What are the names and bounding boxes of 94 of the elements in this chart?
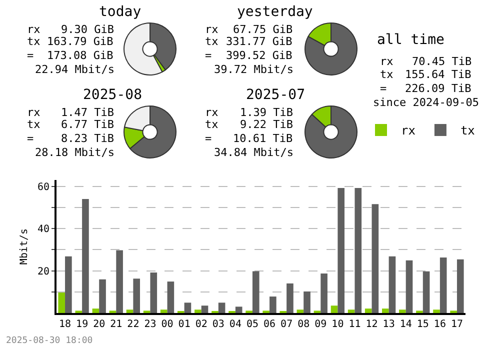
bar xyxy=(194,310,202,313)
text: tx 163.79 GiB xyxy=(27,35,114,48)
bar xyxy=(364,308,372,313)
text: 39.72 Mbit/s xyxy=(214,63,294,76)
text: 22.94 Mbit/s xyxy=(35,63,114,76)
text: rx 1.39 TiB xyxy=(205,106,293,119)
legend-label: rx xyxy=(401,124,416,138)
bar xyxy=(433,310,440,313)
bar xyxy=(440,257,447,313)
text: = 8.23 TiB xyxy=(27,132,114,145)
text: rx 1.47 TiB xyxy=(27,106,114,119)
x-tick-label: 07 xyxy=(280,319,293,330)
x-tick-label: 02 xyxy=(195,319,208,330)
bar xyxy=(406,260,413,313)
donut-slice xyxy=(304,22,358,76)
x-tick-label: 00 xyxy=(161,319,174,330)
text: tx 6.77 TiB xyxy=(27,118,114,131)
bar xyxy=(160,310,168,313)
text: = 399.52 GiB xyxy=(205,49,292,62)
bar xyxy=(422,271,430,313)
bar xyxy=(338,188,344,313)
x-tick-label: 10 xyxy=(332,319,344,330)
bar xyxy=(354,188,362,313)
text: rx 70.45 TiB xyxy=(380,55,472,68)
x-tick-label: 03 xyxy=(212,319,224,330)
x-tick-label: 08 xyxy=(298,319,310,330)
x-tick-label: 04 xyxy=(229,319,242,330)
x-tick-label: 17 xyxy=(450,319,464,330)
bar xyxy=(382,308,389,313)
bar xyxy=(286,283,294,313)
bar xyxy=(92,308,100,313)
bar xyxy=(320,274,328,313)
text: tx 331.77 GiB xyxy=(205,35,293,48)
bar xyxy=(330,306,338,313)
x-tick-label: 21 xyxy=(110,319,122,330)
bar xyxy=(252,271,260,313)
y-tick-label: 60 xyxy=(37,182,50,193)
bar xyxy=(399,310,406,313)
x-tick-label: 01 xyxy=(178,319,190,330)
bar xyxy=(372,204,379,313)
y-axis-title: Mbit/s xyxy=(18,228,30,265)
x-tick-label: 15 xyxy=(416,319,429,330)
bar xyxy=(184,302,192,313)
x-tick-label: 05 xyxy=(246,319,259,330)
bar xyxy=(270,296,276,313)
x-tick-label: 12 xyxy=(366,319,378,330)
x-tick-label: 13 xyxy=(382,319,395,330)
bar xyxy=(304,291,310,313)
donut-slice xyxy=(304,106,358,158)
text: all time xyxy=(377,32,444,48)
bar xyxy=(150,272,158,313)
y-tick-label: 20 xyxy=(37,266,50,278)
bar xyxy=(58,292,66,313)
text: tx 155.64 TiB xyxy=(380,68,472,81)
x-tick-label: 19 xyxy=(76,319,88,330)
x-tick-label: 11 xyxy=(348,319,361,330)
bar xyxy=(82,199,89,313)
x-tick-label: 22 xyxy=(127,319,140,330)
x-tick-label: 06 xyxy=(263,319,276,330)
bar xyxy=(116,250,123,313)
text: = 10.61 TiB xyxy=(205,132,293,145)
text: rx 67.75 GiB xyxy=(205,23,293,36)
x-tick-label: 09 xyxy=(314,319,327,330)
bar xyxy=(126,310,134,313)
chart-title: 2025-07 xyxy=(246,87,306,103)
x-tick-label: 14 xyxy=(400,319,412,330)
text: 28.18 Mbit/s xyxy=(35,146,114,159)
y-tick-label: 40 xyxy=(37,224,50,236)
chart-title: 2025-08 xyxy=(83,87,142,103)
bar xyxy=(235,306,242,313)
bar xyxy=(201,306,208,313)
bar xyxy=(456,259,464,313)
x-tick-label: 20 xyxy=(93,319,106,330)
chart-title: today xyxy=(99,4,142,20)
text: 2025-08-30 18:00 xyxy=(6,336,93,346)
bar xyxy=(348,310,355,313)
bar xyxy=(218,302,226,313)
legend-label: tx xyxy=(460,124,475,138)
bar xyxy=(167,282,174,313)
x-tick-label: 18 xyxy=(58,319,72,330)
text: tx 9.22 TiB xyxy=(205,118,293,131)
bar xyxy=(388,256,396,313)
chart-title: yesterday xyxy=(237,4,313,20)
text: since 2024-09-05 xyxy=(373,96,479,109)
x-tick-label: 16 xyxy=(434,319,446,330)
bar xyxy=(65,256,72,313)
text: rx 9.30 GiB xyxy=(27,23,114,36)
bar xyxy=(296,310,304,313)
bar xyxy=(99,279,106,313)
text: 34.84 Mbit/s xyxy=(214,146,294,159)
x-tick-label: 23 xyxy=(144,319,156,330)
bar xyxy=(133,278,140,313)
text: = 173.08 GiB xyxy=(27,49,114,62)
text: = 226.09 TiB xyxy=(380,82,472,95)
